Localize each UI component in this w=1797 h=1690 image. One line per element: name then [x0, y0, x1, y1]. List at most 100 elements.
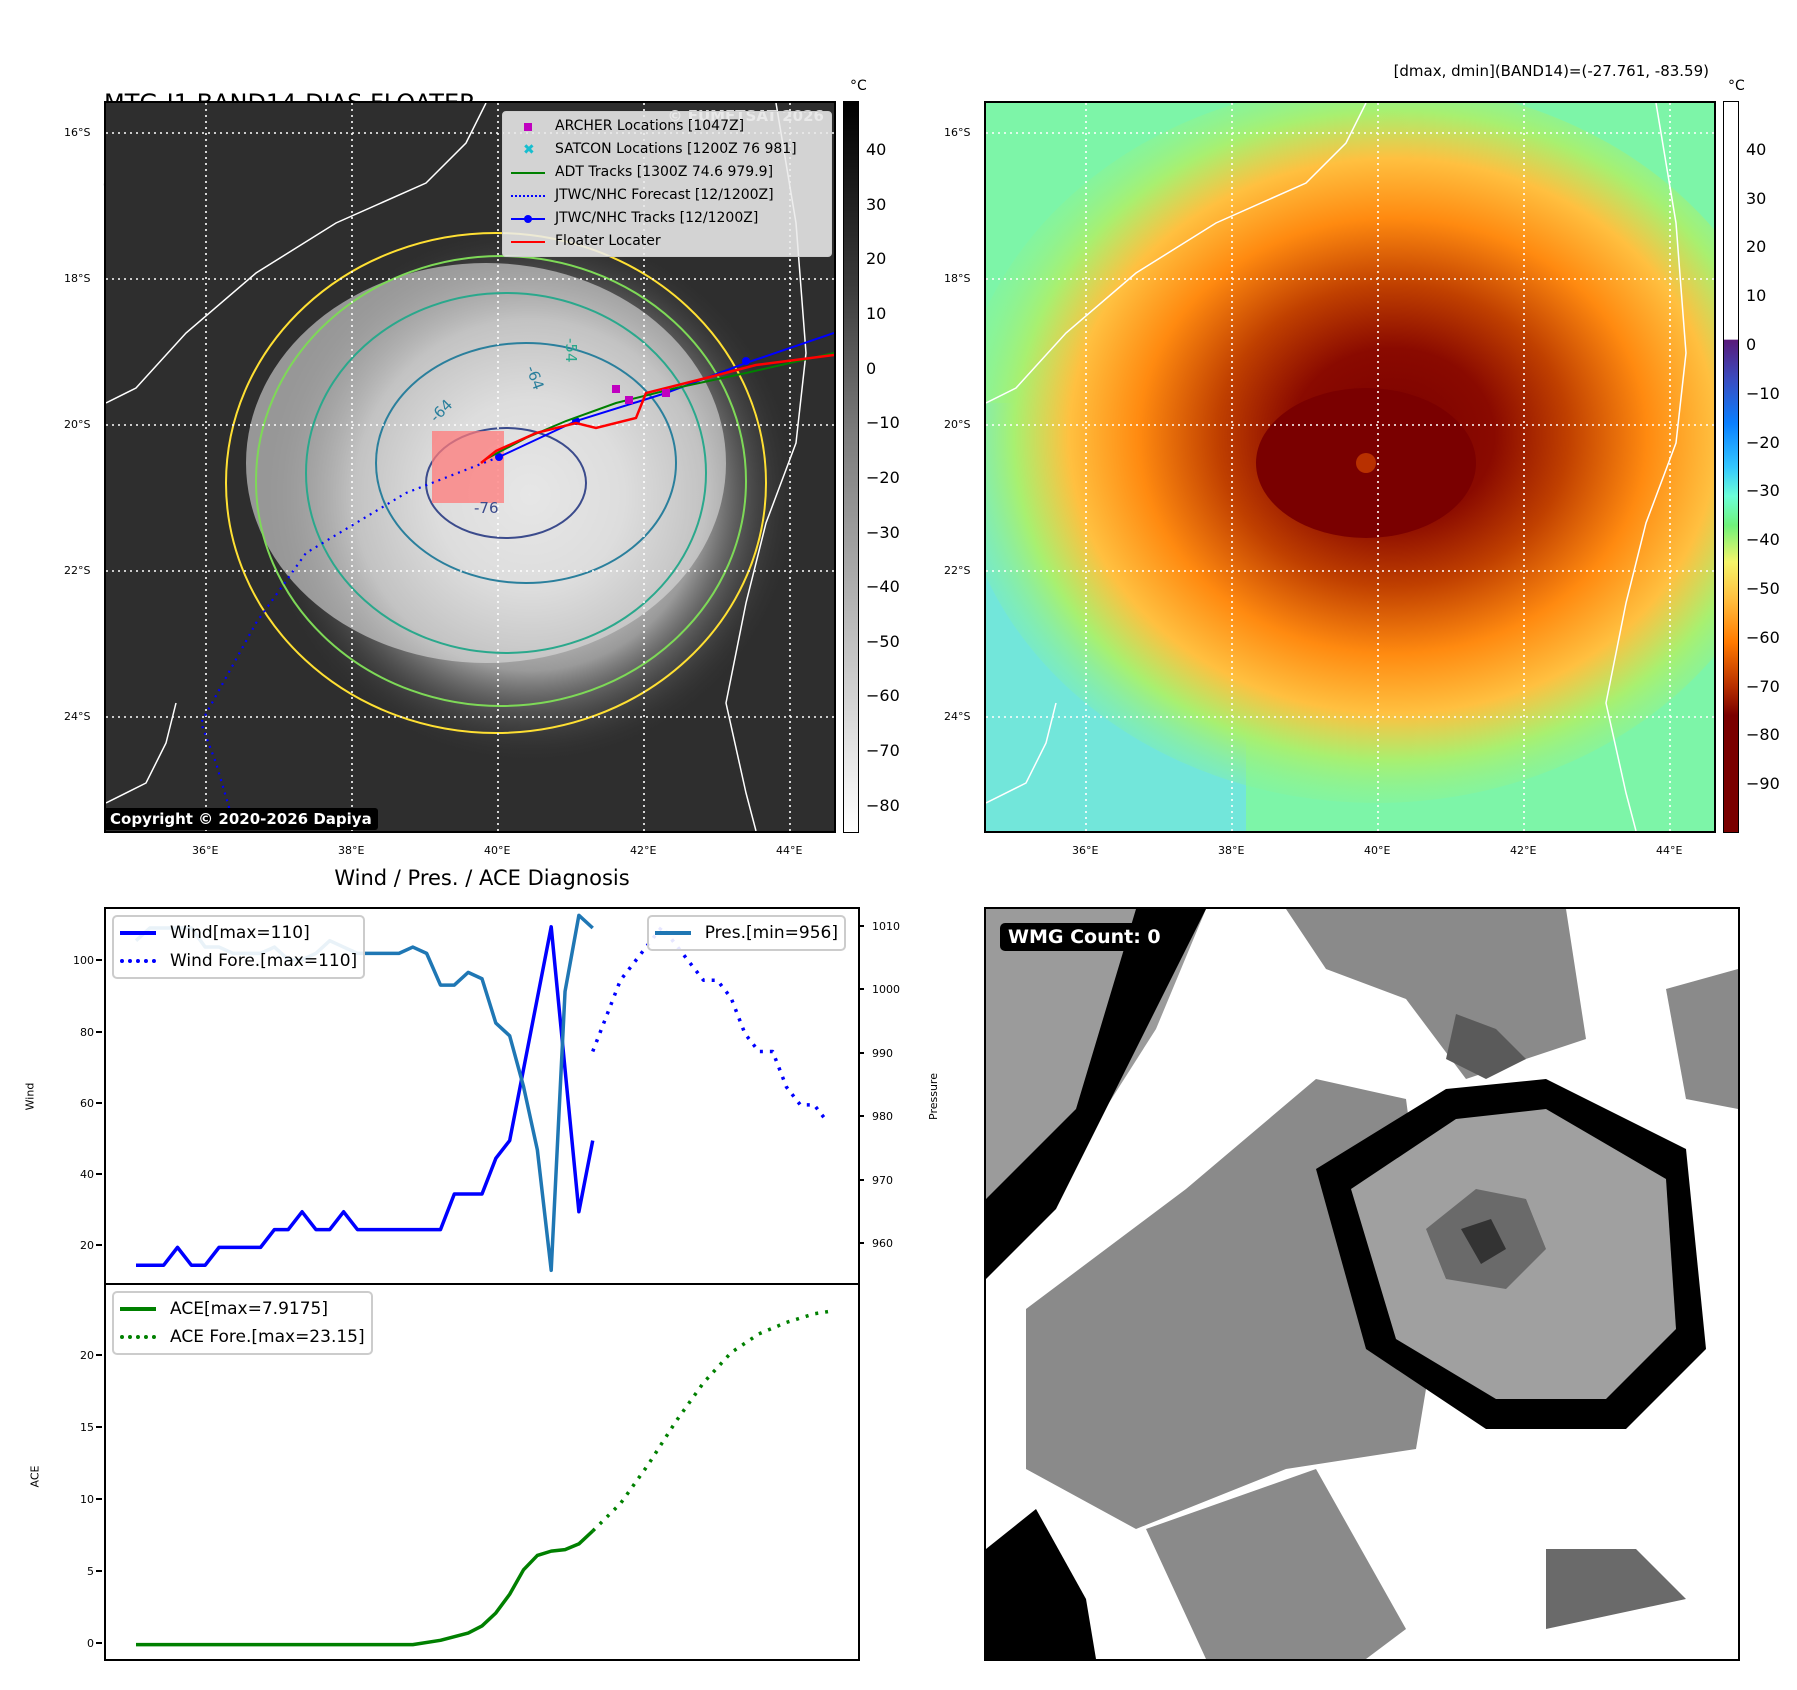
legend-floater: Floater Locater [511, 230, 823, 253]
legend-label: Wind Fore.[max=110] [170, 951, 358, 971]
tick-mark [96, 1497, 102, 1500]
axis-tick: 5 [87, 1564, 94, 1578]
colorbar-tick: −70 [866, 741, 900, 761]
wind-legend: Wind[max=110] Wind Fore.[max=110] [112, 915, 366, 979]
coastline-mozambique [986, 103, 1367, 404]
colorbar-unit: °C [850, 78, 867, 94]
axis-tick: 960 [872, 1236, 893, 1250]
series-line-0 [136, 925, 595, 1267]
axis-tick: 1010 [872, 920, 900, 934]
tick-mark [96, 1244, 102, 1247]
lon-tick: 44°E [1656, 844, 1683, 857]
wmg-canvas [986, 909, 1738, 1659]
wmg-region-gray [1286, 909, 1586, 1079]
dotted-line-icon [120, 1331, 156, 1343]
colorbar-tick: 10 [866, 304, 887, 324]
info-band14-range: [dmax, dmin](BAND14)=(-27.761, -83.59) [1393, 62, 1709, 80]
colorbar-tick: −40 [866, 577, 900, 597]
wmg-eye-center [1461, 1219, 1506, 1264]
legend-label: JTWC/NHC Tracks [12/1200Z] [555, 210, 759, 226]
dotted-line-icon [511, 190, 545, 202]
coastline-madagascar [1605, 103, 1687, 831]
lon-tick: 38°E [338, 844, 365, 857]
ace-chart: ACE[max=7.9175] ACE Fore.[max=23.15] [104, 1283, 860, 1661]
legend-ace-forecast: ACE Fore.[max=23.15] [120, 1323, 365, 1351]
axis-tick: 10 [80, 1492, 94, 1506]
legend-label: Wind[max=110] [170, 923, 310, 943]
lat-tick: 24°S [64, 710, 91, 723]
legend-archer: ARCHER Locations [1047Z] [511, 115, 823, 138]
colorbar-tick: 10 [1746, 286, 1767, 306]
contour-label: -76 [474, 499, 499, 517]
legend-label: Pres.[min=956] [704, 923, 838, 943]
legend-label: ARCHER Locations [1047Z] [555, 118, 745, 134]
ir-map-canvas: -54 -64 -64 -76 [106, 103, 834, 831]
axis-tick: 20 [80, 1239, 94, 1253]
lat-tick: 16°S [944, 126, 971, 139]
colorbar-tick: 20 [1746, 237, 1767, 257]
ace-plot [136, 1309, 829, 1647]
colorbar-tick: −60 [866, 686, 900, 706]
coastline-south [986, 702, 1057, 804]
x-marker-icon: ✖ [523, 141, 535, 158]
series-line-1 [591, 925, 830, 1124]
wmg-region-dark [1546, 1549, 1686, 1629]
solid-line-icon [654, 927, 691, 939]
lon-tick: 36°E [1072, 844, 1099, 857]
axis-tick: 100 [73, 954, 94, 968]
solid-line-icon [120, 927, 156, 939]
colorbar-tick: −30 [1746, 481, 1780, 501]
solid-line-icon [120, 1303, 156, 1315]
wmg-region-gray [1666, 969, 1738, 1109]
axis-tick: 980 [872, 1110, 893, 1124]
colorbar-tick: 20 [866, 249, 887, 269]
lat-tick: 18°S [64, 272, 91, 285]
contour-navy [425, 427, 587, 539]
ir-colorbar [843, 101, 859, 833]
colorbar-tick: 40 [866, 140, 887, 160]
archer-marker [662, 389, 670, 397]
lat-tick: 20°S [944, 418, 971, 431]
lon-tick: 38°E [1218, 844, 1245, 857]
lat-tick: 24°S [944, 710, 971, 723]
colorbar-tick: −60 [1746, 627, 1780, 647]
lat-tick: 16°S [64, 126, 91, 139]
copyright-label: Copyright © 2020-2026 Dapiya [104, 808, 378, 830]
tick-mark [96, 1173, 102, 1176]
colorbar-tick: −70 [1746, 676, 1780, 696]
coastline-mozambique [106, 103, 487, 404]
coastline-south [106, 702, 177, 804]
archer-marker [612, 385, 620, 393]
contour-yellow [225, 232, 767, 734]
legend-jtwc-tracks: JTWC/NHC Tracks [12/1200Z] [511, 207, 823, 230]
wmg-region-black [986, 909, 1206, 1279]
tick-mark [858, 1115, 864, 1118]
diagnosis-title: Wind / Pres. / ACE Diagnosis [334, 866, 630, 890]
ace-series-line-1 [591, 1309, 829, 1533]
lon-tick: 42°E [630, 844, 657, 857]
ace-axis-label: ACE [28, 1465, 42, 1488]
colorbar-tick: −20 [866, 467, 900, 487]
colorbar-tick: −80 [1746, 725, 1780, 745]
floater-locater-track [480, 353, 834, 464]
legend-jtwc-forecast: JTWC/NHC Forecast [12/1200Z] [511, 184, 823, 207]
awv-colorbar [1723, 101, 1739, 833]
legend-label: ADT Tracks [1300Z 74.6 979.9] [555, 164, 774, 180]
legend-satcon: ✖ SATCON Locations [1200Z 76 981] [511, 138, 823, 161]
coastline-madagascar [725, 103, 807, 831]
archer-marker [625, 396, 633, 404]
colorbar-tick: −40 [1746, 530, 1780, 550]
jtwc-forecast-track [199, 455, 500, 831]
lon-tick: 44°E [776, 844, 803, 857]
jtwc-point [495, 453, 503, 461]
lat-tick: 22°S [64, 564, 91, 577]
contour-lightgreen [255, 255, 747, 707]
colorbar-tick: 0 [1746, 335, 1757, 354]
lon-tick: 42°E [1510, 844, 1537, 857]
axis-tick: 970 [872, 1173, 893, 1187]
axis-tick: 80 [80, 1025, 94, 1039]
axis-tick: 60 [80, 1096, 94, 1110]
line-dot-icon [511, 213, 545, 225]
colorbar-tick: −10 [866, 413, 900, 433]
axis-tick: 20 [80, 1348, 94, 1362]
